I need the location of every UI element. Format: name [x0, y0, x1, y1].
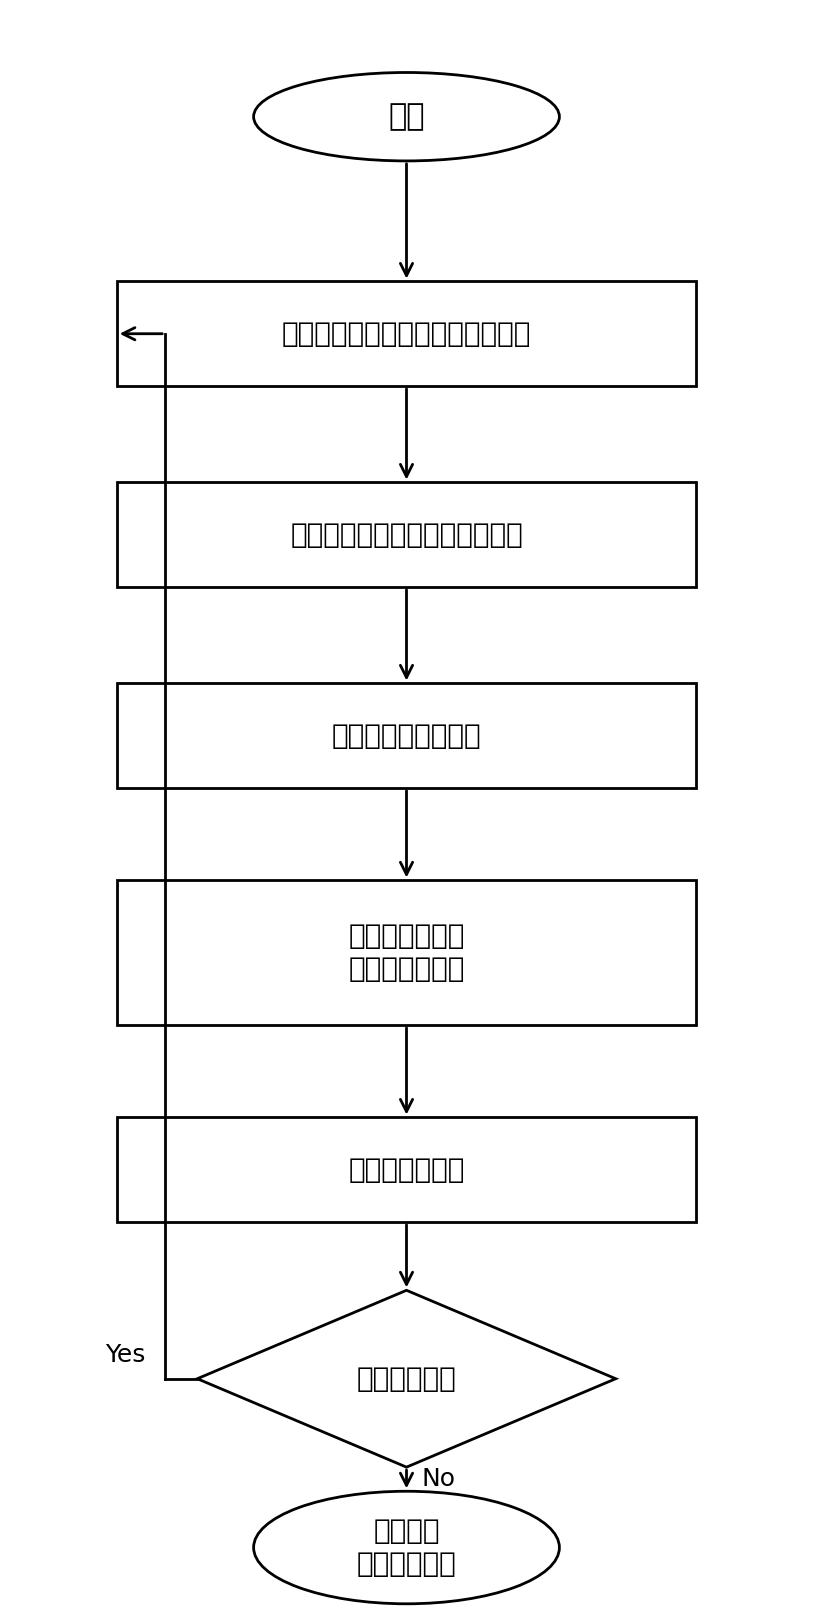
Text: 开始: 开始: [389, 102, 424, 131]
Text: Yes: Yes: [105, 1343, 145, 1367]
Text: 选择装置型号、确定装置接线方案: 选择装置型号、确定装置接线方案: [282, 320, 531, 347]
Text: 本装置测试结束: 本装置测试结束: [348, 1155, 465, 1185]
Text: 根据接线方案实现装置自动接线: 根据接线方案实现装置自动接线: [290, 520, 523, 549]
Text: 是否继续测试: 是否继续测试: [357, 1366, 456, 1393]
Text: 测试完毕
停止信号接收: 测试完毕 停止信号接收: [357, 1517, 456, 1577]
Text: 实时接收各端口
反馈信号及上送: 实时接收各端口 反馈信号及上送: [348, 923, 465, 983]
Text: No: No: [422, 1467, 456, 1492]
Text: 测试仪加量开始测试: 测试仪加量开始测试: [332, 722, 481, 750]
